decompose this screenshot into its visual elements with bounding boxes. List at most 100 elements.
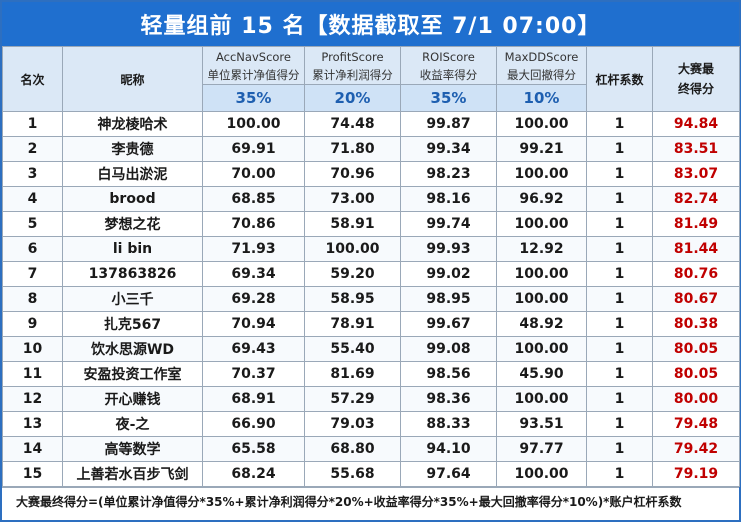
acc-nav-score-cell: 70.86 [202,211,305,237]
roi-score-cell: 99.08 [400,336,497,362]
profit-header: ProfitScore 累计净利润得分 [304,46,401,85]
profit-score-cell: 55.68 [304,461,401,487]
roi-score-cell: 98.56 [400,361,497,387]
leverage-cell: 1 [586,311,653,337]
maxdd-score-cell: 93.51 [496,411,587,437]
acc-nav-score-cell: 71.93 [202,236,305,262]
profit-score-cell: 100.00 [304,236,401,262]
acc-nav-score-cell: 70.94 [202,311,305,337]
leverage-header: 杠杆系数 [586,46,653,112]
profit-score-cell: 71.80 [304,136,401,162]
rank-cell: 5 [2,211,63,237]
rank-cell: 6 [2,236,63,262]
roi-score-cell: 99.93 [400,236,497,262]
nickname-cell: 李贵德 [62,136,203,162]
final-score-cell: 80.05 [652,336,740,362]
maxdd-en: MaxDDScore [504,49,579,64]
rank-cell: 11 [2,361,63,387]
table-row: 8 小三千 69.28 58.95 98.95 100.00 1 80.67 [2,286,740,312]
leverage-cell: 1 [586,236,653,262]
acc-nav-score-cell: 70.37 [202,361,305,387]
table-row: 15 上善若水百步飞剑 68.24 55.68 97.64 100.00 1 79.19 [2,461,740,487]
maxdd-score-cell: 100.00 [496,461,587,487]
maxdd-score-cell: 100.00 [496,336,587,362]
final-score-cell: 79.19 [652,461,740,487]
profit-en: ProfitScore [321,49,384,64]
leverage-cell: 1 [586,136,653,162]
final-score-cell: 80.00 [652,386,740,412]
profit-score-cell: 78.91 [304,311,401,337]
final-score-cell: 79.42 [652,436,740,462]
leverage-cell: 1 [586,186,653,212]
acc-nav-score-cell: 69.28 [202,286,305,312]
rank-cell: 8 [2,286,63,312]
maxdd-score-cell: 12.92 [496,236,587,262]
rank-cell: 15 [2,461,63,487]
rank-cell: 12 [2,386,63,412]
maxdd-score-cell: 100.00 [496,161,587,187]
maxdd-score-cell: 99.21 [496,136,587,162]
roi-weight: 35% [400,84,497,112]
table-row: 12 开心赚钱 68.91 57.29 98.36 100.00 1 80.00 [2,386,740,412]
final-header-line2: 终得分 [677,82,714,96]
maxdd-score-cell: 100.00 [496,111,587,137]
final-score-cell: 83.07 [652,161,740,187]
roi-en: ROIScore [422,49,475,64]
final-score-cell: 80.67 [652,286,740,312]
rank-cell: 7 [2,261,63,287]
acc-nav-score-cell: 100.00 [202,111,305,137]
leverage-cell: 1 [586,386,653,412]
acc-nav-cn: 单位累计净值得分 [207,67,300,82]
acc-nav-score-cell: 69.34 [202,261,305,287]
roi-score-cell: 98.23 [400,161,497,187]
nickname-cell: li bin [62,236,203,262]
acc-nav-score-cell: 70.00 [202,161,305,187]
table-row: 9 扎克567 70.94 78.91 99.67 48.92 1 80.38 [2,311,740,337]
roi-score-cell: 97.64 [400,461,497,487]
acc-nav-header: AccNavScore 单位累计净值得分 [202,46,305,85]
leverage-cell: 1 [586,161,653,187]
final-score-cell: 80.38 [652,311,740,337]
final-score-cell: 83.51 [652,136,740,162]
nickname-cell: 白马出淤泥 [62,161,203,187]
profit-score-cell: 59.20 [304,261,401,287]
acc-nav-en: AccNavScore [216,49,291,64]
final-score-cell: 80.05 [652,361,740,387]
final-score-cell: 80.76 [652,261,740,287]
acc-nav-score-cell: 68.91 [202,386,305,412]
profit-score-cell: 55.40 [304,336,401,362]
profit-score-cell: 81.69 [304,361,401,387]
roi-score-cell: 99.74 [400,211,497,237]
rank-cell: 9 [2,311,63,337]
leaderboard-table: 名次 昵称 AccNavScore 单位累计净值得分 ProfitScore 累… [2,46,740,487]
table-row: 2 李贵德 69.91 71.80 99.34 99.21 1 83.51 [2,136,740,162]
maxdd-score-cell: 100.00 [496,386,587,412]
leverage-cell: 1 [586,411,653,437]
nickname-cell: brood [62,186,203,212]
acc-nav-score-cell: 69.91 [202,136,305,162]
maxdd-score-cell: 45.90 [496,361,587,387]
roi-score-cell: 98.95 [400,286,497,312]
acc-nav-score-cell: 68.24 [202,461,305,487]
table-row: 13 夜-之 66.90 79.03 88.33 93.51 1 79.48 [2,411,740,437]
roi-score-cell: 94.10 [400,436,497,462]
table-row: 14 高等数学 65.58 68.80 94.10 97.77 1 79.42 [2,436,740,462]
table-row: 10 饮水思源WD 69.43 55.40 99.08 100.00 1 80.05 [2,336,740,362]
final-score-cell: 81.49 [652,211,740,237]
leverage-cell: 1 [586,286,653,312]
table-row: 7 137863826 69.34 59.20 99.02 100.00 1 80.76 [2,261,740,287]
rank-cell: 4 [2,186,63,212]
nickname-cell: 梦想之花 [62,211,203,237]
page-title: 轻量组前 15 名【数据截取至 7/1 07:00】 [2,2,739,46]
acc-nav-score-cell: 66.90 [202,411,305,437]
table-row: 4 brood 68.85 73.00 98.16 96.92 1 82.74 [2,186,740,212]
leverage-cell: 1 [586,111,653,137]
acc-nav-score-cell: 69.43 [202,336,305,362]
nickname-cell: 137863826 [62,261,203,287]
final-score-cell: 79.48 [652,411,740,437]
profit-score-cell: 57.29 [304,386,401,412]
nickname-cell: 高等数学 [62,436,203,462]
roi-cn: 收益率得分 [419,67,478,82]
rank-cell: 2 [2,136,63,162]
